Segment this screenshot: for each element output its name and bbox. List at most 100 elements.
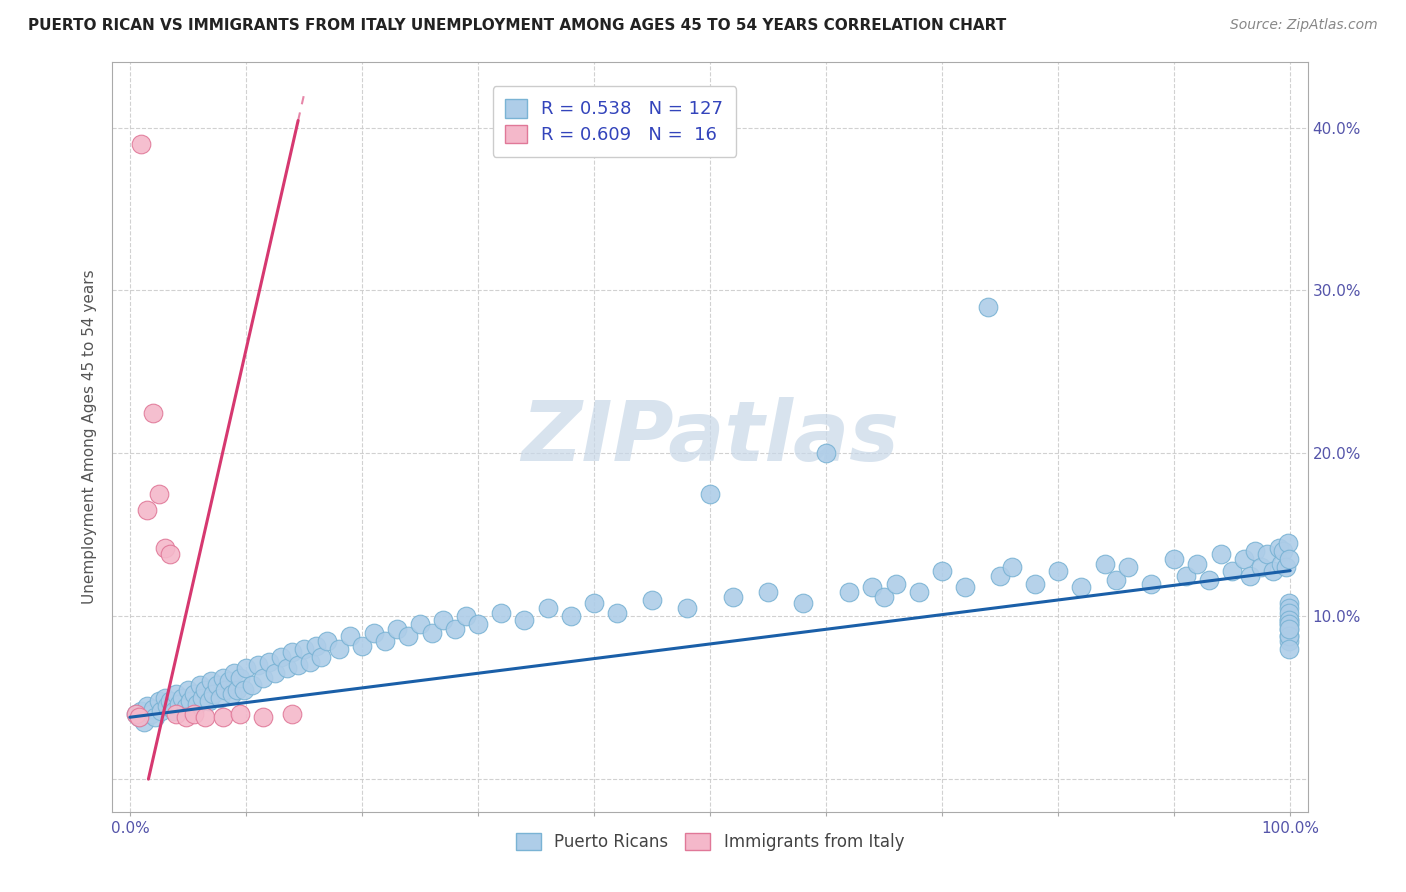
Point: [1267, 541, 1289, 555]
Point: [1024, 576, 1046, 591]
Point: [298, 655, 321, 669]
Point: [1278, 613, 1301, 627]
Point: [1163, 552, 1185, 566]
Point: [125, 706, 148, 721]
Point: [136, 698, 159, 713]
Point: [211, 671, 233, 685]
Point: [1198, 574, 1220, 588]
Point: [183, 706, 205, 721]
Point: [165, 688, 187, 702]
Point: [150, 704, 173, 718]
Point: [606, 606, 628, 620]
Point: [311, 650, 333, 665]
Point: [1278, 622, 1301, 636]
Point: [1274, 560, 1296, 574]
Point: [142, 406, 165, 420]
Point: [292, 641, 315, 656]
Point: [884, 576, 907, 591]
Point: [955, 580, 977, 594]
Point: [1278, 617, 1301, 632]
Point: [1001, 560, 1024, 574]
Point: [641, 593, 664, 607]
Point: [1278, 601, 1301, 615]
Point: [264, 666, 287, 681]
Point: [1278, 622, 1301, 636]
Point: [281, 645, 304, 659]
Point: [281, 706, 304, 721]
Point: [131, 136, 153, 151]
Point: [163, 704, 186, 718]
Point: [211, 710, 233, 724]
Point: [699, 487, 721, 501]
Point: [304, 639, 326, 653]
Point: [188, 678, 211, 692]
Text: ZIPatlas: ZIPatlas: [522, 397, 898, 477]
Point: [229, 671, 252, 685]
Point: [197, 694, 219, 708]
Point: [1239, 568, 1261, 582]
Point: [174, 710, 197, 724]
Point: [1278, 596, 1301, 610]
Point: [221, 688, 243, 702]
Point: [756, 584, 779, 599]
Point: [1094, 557, 1116, 571]
Point: [1209, 547, 1232, 561]
Point: [908, 584, 931, 599]
Point: [183, 688, 205, 702]
Point: [1105, 574, 1128, 588]
Point: [1278, 641, 1301, 656]
Point: [125, 706, 148, 721]
Point: [513, 613, 536, 627]
Point: [1250, 560, 1272, 574]
Point: [1070, 580, 1092, 594]
Point: [1278, 629, 1301, 643]
Point: [1244, 544, 1267, 558]
Point: [420, 625, 443, 640]
Point: [232, 682, 254, 697]
Point: [1277, 536, 1299, 550]
Point: [287, 658, 309, 673]
Point: [132, 715, 155, 730]
Point: [235, 661, 257, 675]
Point: [191, 690, 214, 705]
Point: [931, 564, 953, 578]
Point: [385, 622, 408, 636]
Point: [257, 655, 280, 669]
Point: [209, 690, 232, 705]
Point: [240, 678, 263, 692]
Point: [1116, 560, 1139, 574]
Point: [276, 661, 298, 675]
Point: [194, 682, 217, 697]
Point: [145, 710, 167, 724]
Point: [1174, 568, 1197, 582]
Point: [159, 694, 181, 708]
Point: [1278, 633, 1301, 648]
Point: [1278, 629, 1301, 643]
Y-axis label: Unemployment Among Ages 45 to 54 years: Unemployment Among Ages 45 to 54 years: [82, 269, 97, 605]
Point: [142, 702, 165, 716]
Point: [1270, 557, 1292, 571]
Point: [374, 633, 396, 648]
Point: [172, 690, 194, 705]
Point: [443, 622, 465, 636]
Point: [186, 697, 208, 711]
Point: [128, 710, 150, 724]
Point: [225, 682, 247, 697]
Point: [723, 590, 745, 604]
Point: [202, 688, 225, 702]
Point: [153, 541, 176, 555]
Point: [1233, 552, 1256, 566]
Point: [194, 710, 217, 724]
Point: [165, 706, 187, 721]
Point: [1256, 547, 1278, 561]
Point: [409, 617, 432, 632]
Point: [153, 690, 176, 705]
Point: [1140, 576, 1163, 591]
Point: [873, 590, 896, 604]
Point: [252, 710, 274, 724]
Point: [148, 694, 170, 708]
Point: [350, 639, 373, 653]
Point: [988, 568, 1011, 582]
Point: [1278, 617, 1301, 632]
Point: [224, 666, 246, 681]
